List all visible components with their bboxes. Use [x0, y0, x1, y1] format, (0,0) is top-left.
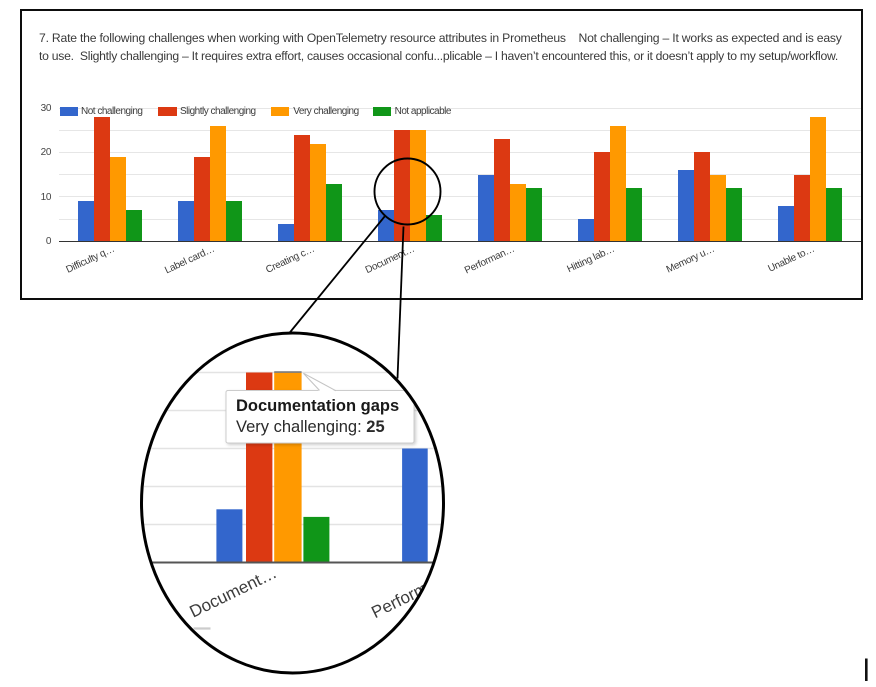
svg-text:Memory u…: Memory u… [665, 244, 717, 276]
svg-text:Documentation gaps: Documentation gaps [236, 397, 399, 415]
svg-text:Label card…: Label card… [163, 244, 216, 277]
svg-text:Creating c…: Creating c… [264, 244, 316, 276]
svg-text:Unable to…: Unable to… [766, 244, 816, 275]
svg-text:Document…: Document… [364, 244, 417, 276]
svg-text:Difficulty q…: Difficulty q… [64, 244, 116, 276]
svg-text:Hitting lab…: Hitting lab… [566, 244, 617, 275]
svg-text:Very challenging: 25: Very challenging: 25 [236, 418, 385, 436]
svg-text:Performan…: Performan… [463, 244, 516, 277]
